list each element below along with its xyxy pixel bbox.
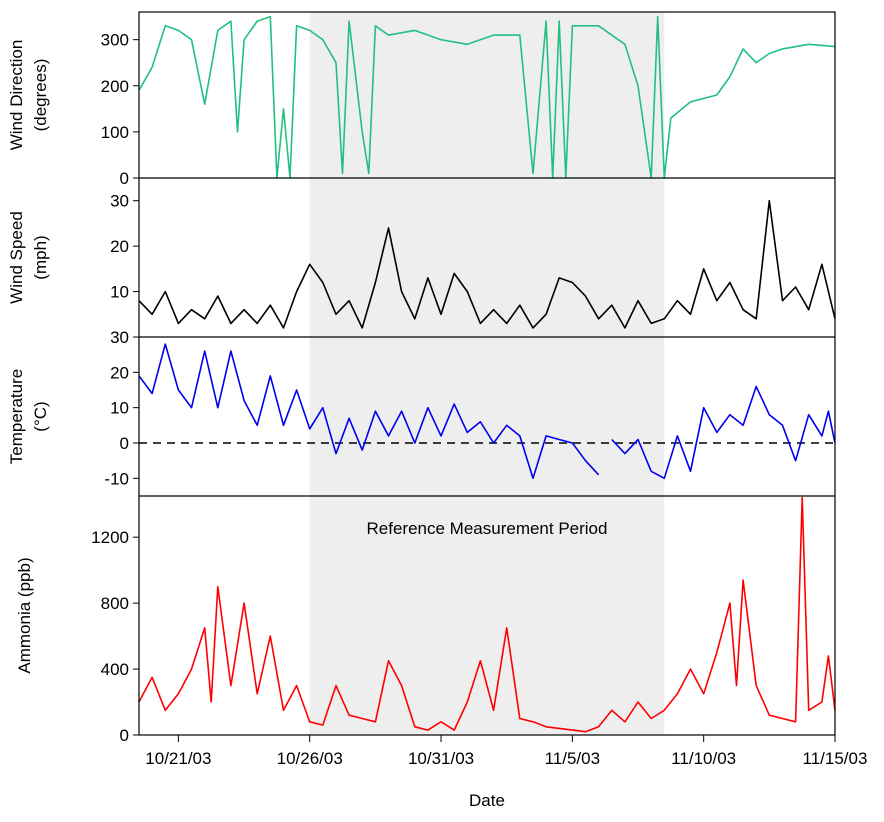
wind-direction-y-tick-label: 100: [101, 123, 129, 142]
wind-direction-y-axis-title: (degrees): [31, 59, 50, 132]
wind-direction-y-tick-label: 200: [101, 77, 129, 96]
ammonia-series-line: [138, 496, 836, 733]
wind-speed-y-axis-title: Wind Speed: [7, 211, 26, 304]
temperature-series-line: [138, 343, 836, 480]
shade-layer: [309, 12, 665, 735]
ammonia-y-tick-label: 400: [101, 660, 129, 679]
x-tick-label: 10/31/03: [408, 749, 474, 768]
ammonia-y-tick-label: 0: [120, 726, 129, 745]
ammonia-y-tick-label: 1200: [91, 528, 129, 547]
temperature-y-tick-label: 0: [120, 434, 129, 453]
x-tick-label: 11/5/03: [545, 749, 600, 768]
temperature-y-tick-label: 30: [110, 328, 129, 347]
x-tick-label: 10/26/03: [277, 749, 343, 768]
ammonia-y-tick-label: 800: [101, 594, 129, 613]
temperature-y-axis-title: Temperature: [7, 369, 26, 464]
wind-direction-y-tick-label: 0: [120, 169, 129, 188]
x-axis-title: Date: [469, 791, 505, 810]
frame-layer: [133, 11, 836, 742]
series-layer: [138, 15, 836, 733]
x-tick-label: 11/15/03: [803, 749, 868, 768]
wind-speed-y-tick-label: 10: [110, 283, 129, 302]
temperature-y-tick-label: 20: [110, 363, 129, 382]
x-tick-label: 11/10/03: [671, 749, 736, 768]
temperature-y-axis-title: (°C): [31, 401, 50, 431]
temperature-y-tick-label: 10: [110, 399, 129, 418]
wind-speed-y-axis-title: (mph): [31, 235, 50, 279]
wind-direction-y-axis-title: Wind Direction: [7, 40, 26, 151]
wind-direction-y-tick-label: 300: [101, 31, 129, 50]
ammonia-y-axis-title: Ammonia (ppb): [15, 557, 34, 673]
reference-period-shading: [309, 12, 665, 735]
plot-frame: [138, 11, 836, 736]
reference-period-label: Reference Measurement Period: [367, 519, 608, 538]
x-tick-label: 10/21/03: [145, 749, 211, 768]
wind-speed-y-tick-label: 30: [110, 192, 129, 211]
wind-direction-series-line: [138, 15, 836, 179]
wind-speed-series-line: [138, 199, 836, 329]
wind-speed-y-tick-label: 20: [110, 237, 129, 256]
temperature-y-tick-label: -10: [104, 469, 129, 488]
